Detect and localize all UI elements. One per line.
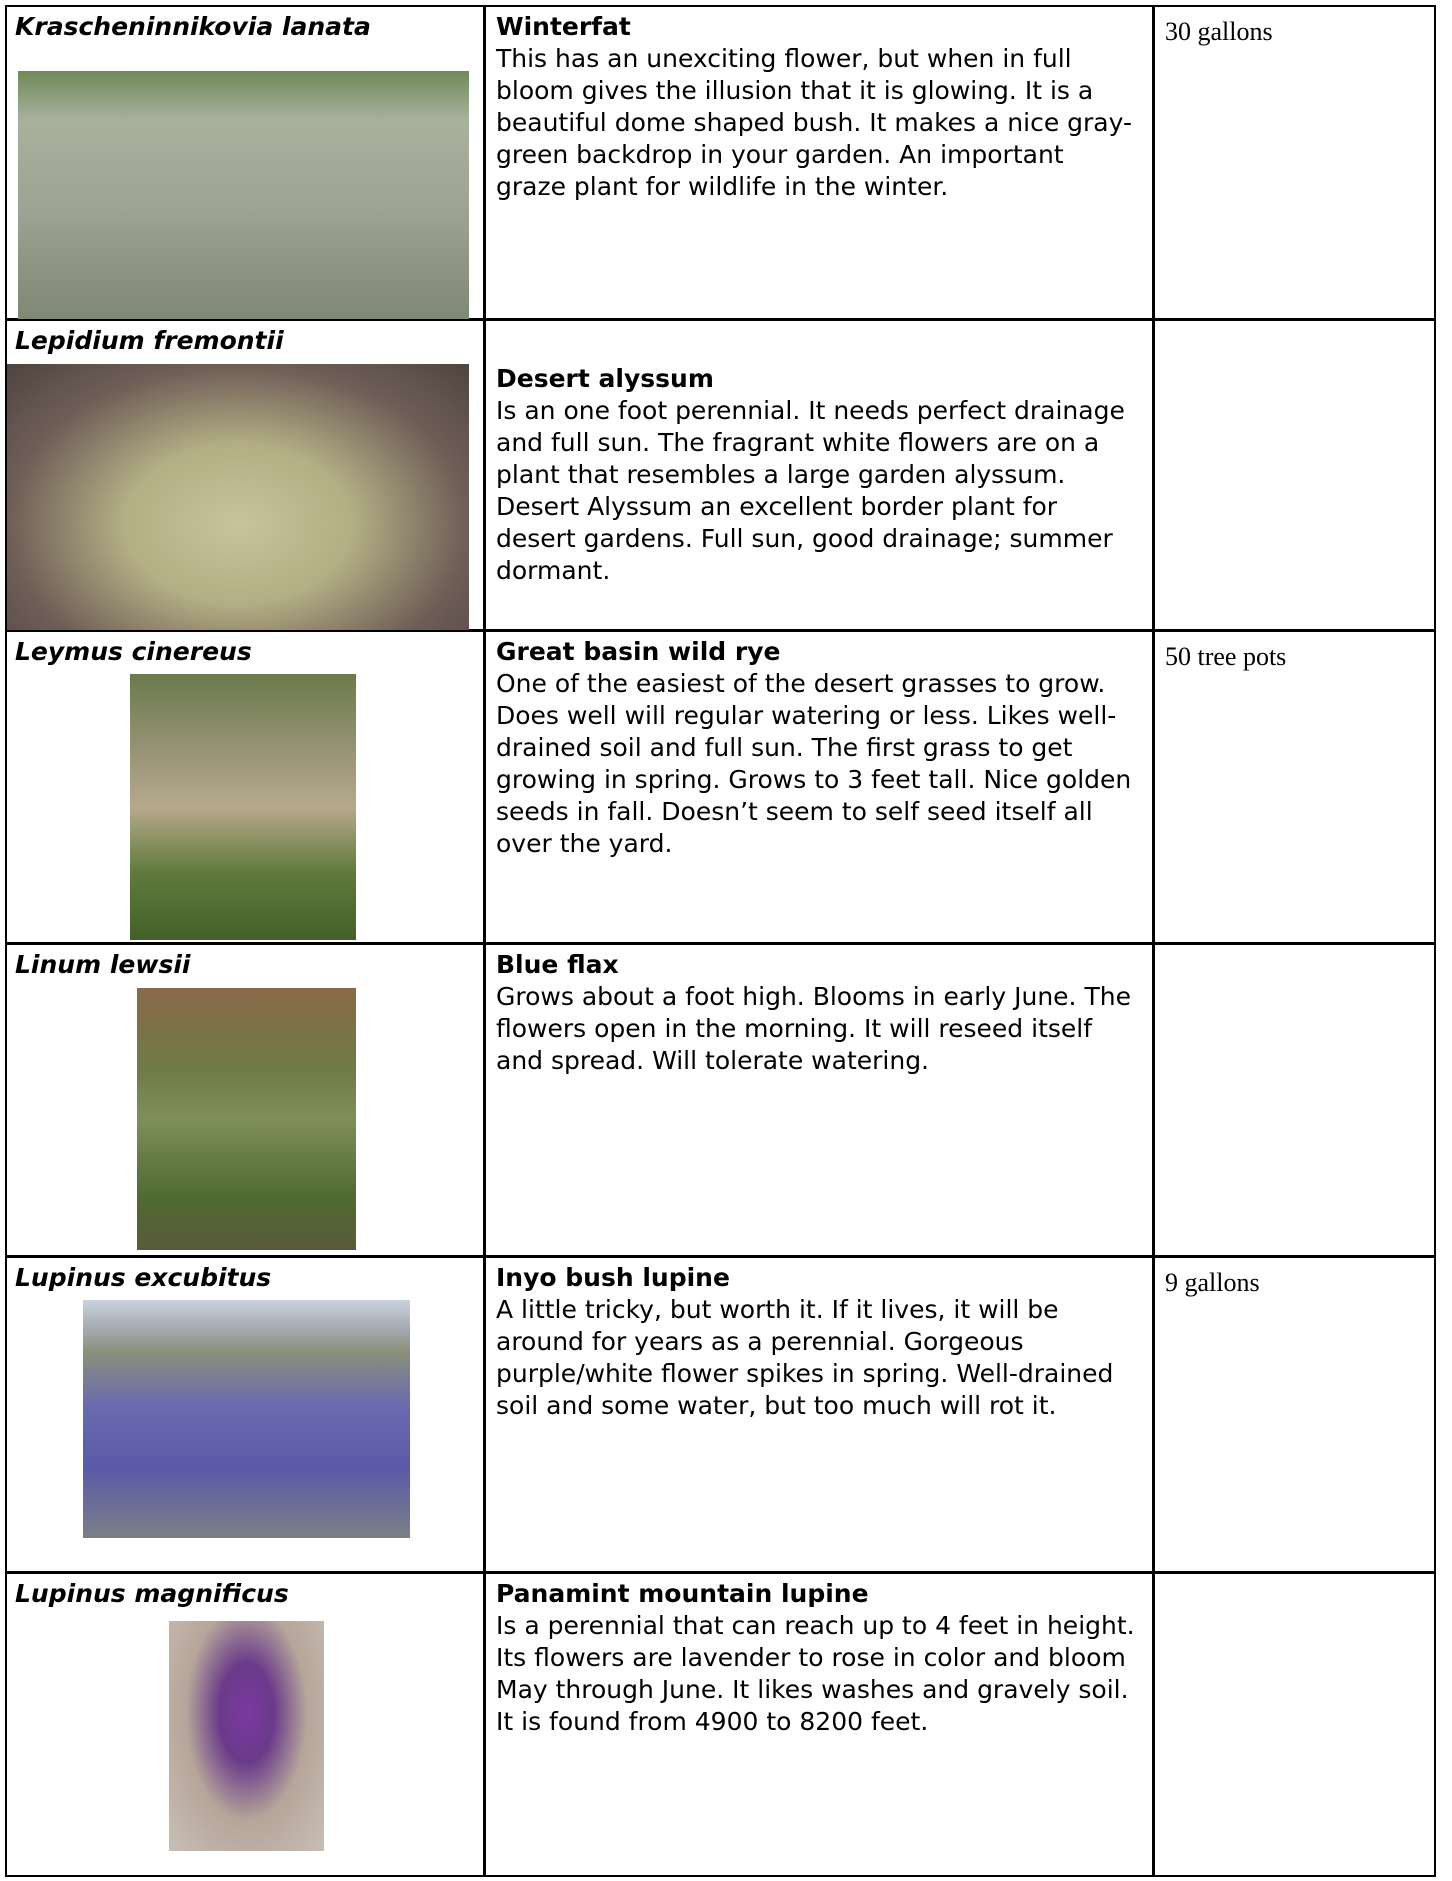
- size-cell: [1153, 1572, 1436, 1877]
- scientific-name: Krascheninnikovia lanata: [15, 12, 371, 41]
- size-cell: 50 tree pots: [1153, 630, 1436, 944]
- name-cell: Leymus cinereus: [5, 630, 485, 944]
- description-cell: Winterfat This has an unexciting flower, …: [484, 5, 1154, 320]
- name-cell: Linum lewsii: [5, 943, 485, 1257]
- description: Grows about a foot high. Blooms in early…: [496, 982, 1131, 1075]
- description-cell: Panamint mountain lupine Is a perennial t…: [484, 1572, 1154, 1877]
- common-name: Winterfat: [496, 12, 631, 41]
- common-name: Desert alyssum: [496, 364, 714, 393]
- description: One of the easiest of the desert grasses…: [496, 669, 1132, 858]
- scientific-name: Lupinus excubitus: [15, 1263, 272, 1292]
- plant-photo: [18, 71, 469, 321]
- plant-photo: [7, 364, 469, 631]
- size: 30 gallons: [1165, 17, 1273, 46]
- description-cell: Inyo bush lupine A little tricky, but wor…: [484, 1256, 1154, 1573]
- name-cell: Lupinus magnificus: [5, 1572, 485, 1877]
- size-cell: 30 gallons: [1153, 5, 1436, 320]
- plant-photo: [130, 674, 356, 940]
- name-cell: Lepidium fremontii: [5, 319, 485, 631]
- plant-photo: [137, 988, 356, 1250]
- size: 9 gallons: [1165, 1268, 1260, 1297]
- common-name: Panamint mountain lupine: [496, 1579, 869, 1608]
- plant-photo: [169, 1621, 324, 1851]
- size-cell: [1153, 319, 1436, 631]
- description-cell: Blue flax Grows about a foot high. Blooms…: [484, 943, 1154, 1257]
- scientific-name: Linum lewsii: [15, 950, 191, 979]
- description-cell: Great basin wild rye One of the easiest o…: [484, 630, 1154, 944]
- size: 50 tree pots: [1165, 642, 1287, 671]
- common-name: Blue flax: [496, 950, 619, 979]
- description-cell: Desert alyssum Is an one foot perennial. …: [484, 319, 1154, 631]
- plant-photo: [83, 1300, 410, 1538]
- size-cell: 9 gallons: [1153, 1256, 1436, 1573]
- scientific-name: Lepidium fremontii: [15, 326, 284, 355]
- common-name: Great basin wild rye: [496, 637, 781, 666]
- description: Is a perennial that can reach up to 4 fe…: [496, 1611, 1135, 1736]
- description: A little tricky, but worth it. If it liv…: [496, 1295, 1114, 1420]
- name-cell: Lupinus excubitus: [5, 1256, 485, 1573]
- description: Is an one foot perennial. It needs perfe…: [496, 396, 1125, 585]
- description: This has an unexciting flower, but when …: [496, 44, 1132, 201]
- scientific-name: Leymus cinereus: [15, 637, 252, 666]
- scientific-name: Lupinus magnificus: [15, 1579, 289, 1608]
- name-cell: Krascheninnikovia lanata: [5, 5, 485, 321]
- size-cell: [1153, 943, 1436, 1257]
- common-name: Inyo bush lupine: [496, 1263, 730, 1292]
